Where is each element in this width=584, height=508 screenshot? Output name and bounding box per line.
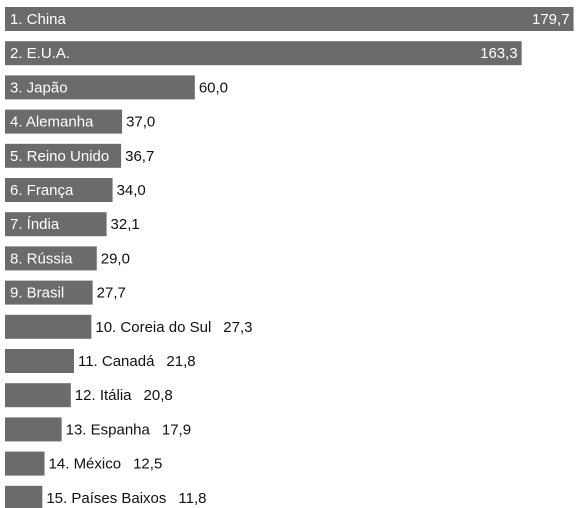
- category-label-13: 13. Espanha: [66, 421, 151, 438]
- value-label-4: 37,0: [126, 114, 155, 131]
- category-label-2: 2. E.U.A.: [10, 45, 70, 62]
- category-label-12: 12. Itália: [75, 387, 132, 404]
- category-label-10: 10. Coreia do Sul: [95, 319, 211, 336]
- category-label-3: 3. Japão: [10, 79, 68, 96]
- category-label-14: 14. México: [49, 456, 122, 473]
- bar-14: [5, 451, 45, 476]
- bar-4: [5, 109, 123, 134]
- value-label-12: 20,8: [144, 387, 173, 404]
- value-label-3: 60,0: [199, 79, 228, 96]
- value-label-1: 179,7: [532, 11, 570, 28]
- category-label-1: 1. China: [10, 11, 67, 28]
- value-label-9: 27,7: [97, 285, 126, 302]
- bar-5: [5, 143, 122, 168]
- bar-1: [5, 7, 574, 31]
- value-label-6: 34,0: [117, 182, 146, 199]
- bar-13: [5, 417, 62, 442]
- value-label-14: 12,5: [133, 456, 162, 473]
- bar-11: [5, 349, 74, 373]
- bar-6: [5, 178, 113, 202]
- category-label-15: 15. Países Baixos: [46, 490, 166, 507]
- value-label-2: 163,3: [480, 45, 518, 62]
- value-label-5: 36,7: [125, 148, 154, 165]
- category-label-9: 9. Brasil: [10, 285, 64, 302]
- value-label-15: 11,8: [178, 490, 206, 507]
- value-label-13: 17,9: [162, 421, 191, 438]
- category-label-4: 4. Alemanha: [10, 114, 94, 131]
- category-label-7: 7. Índia: [10, 216, 60, 233]
- bar-15: [5, 485, 43, 508]
- bar-7: [5, 212, 107, 237]
- value-label-11: 21,8: [166, 353, 195, 370]
- bar-12: [5, 383, 71, 408]
- bar-10: [5, 314, 92, 339]
- bar-2: [5, 41, 522, 66]
- value-label-7: 32,1: [111, 216, 140, 233]
- category-label-8: 8. Rússia: [10, 250, 73, 267]
- category-label-6: 6. França: [10, 182, 74, 199]
- value-label-8: 29,0: [101, 250, 130, 267]
- category-label-5: 5. Reino Unido: [10, 148, 109, 165]
- value-label-10: 27,3: [223, 319, 252, 336]
- bar-3: [5, 75, 195, 100]
- bar-8: [5, 246, 97, 271]
- bar-9: [5, 280, 93, 305]
- category-label-11: 11. Canadá: [78, 353, 155, 370]
